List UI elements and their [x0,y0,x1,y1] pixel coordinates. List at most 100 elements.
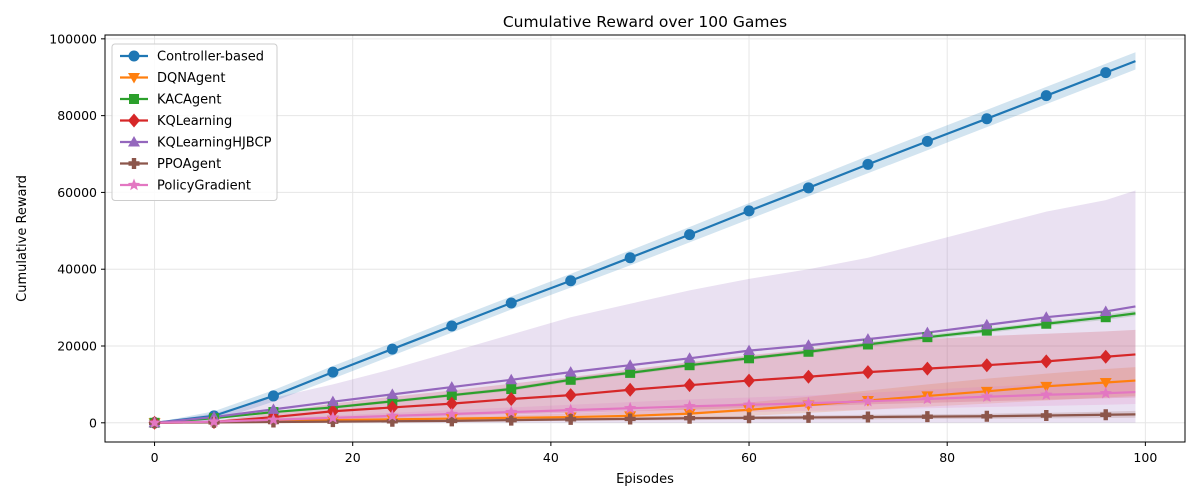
kqlearninghjbcp-marker [980,318,993,330]
kacagent-marker [446,390,457,401]
ppoagent-line [154,413,1136,424]
policygradient-marker [326,411,340,424]
kqlearninghjbcp-marker [921,326,934,338]
ppoagent-marker [1100,409,1112,421]
kqlearning-marker [683,378,696,393]
kacagent-line [154,312,1136,424]
kqlearninghjbcp-marker [267,403,280,414]
kqlearning-marker [980,358,993,373]
kqlearning-line [154,353,1136,424]
series-lines [154,60,1136,424]
controller-based-marker [446,320,458,332]
kacagent-marker [625,367,636,378]
policygradient-marker [921,392,934,405]
kqlearninghjbcp-marker [445,381,458,392]
legend-swatch-marker [129,94,139,104]
kqlearning-marker [743,373,756,388]
axis-ticks: 0 20 40 60 80 100 0 20000 40000 60000 80000 100000 [49,31,1157,465]
legend-label-policygradient: PolicyGradient [157,179,251,194]
legend-swatch-marker [128,73,140,84]
kacagent-marker [862,339,873,350]
kacagent-marker [922,332,933,343]
kqlearninghjbcp-marker [1099,305,1112,316]
policygradient-marker [861,394,875,407]
legend-label-controller-based: Controller-based [157,50,264,65]
dqnagent-line [154,379,1136,424]
policygradient-marker [623,401,637,414]
kqlearninghjbcp-band [154,190,1136,423]
controller-based-marker [743,205,755,217]
controller-based-marker [1100,67,1112,79]
legend-swatch-marker [128,158,140,169]
x-tick-label: 40 [543,450,559,465]
kqlearning-marker [861,365,874,380]
x-tick-label: 80 [939,450,955,465]
kacagent-marker [744,353,755,364]
kqlearning-marker [505,391,518,406]
ppoagent-marker [446,415,458,427]
controller-based-marker [624,252,636,264]
ppoagent-marker [327,416,339,428]
kqlearninghjbcp-marker [743,344,756,356]
ppoagent-marker [802,411,814,423]
controller-based-marker [862,158,874,170]
kqlearning-marker [802,369,815,384]
kqlearninghjbcp-marker [386,388,399,399]
ppoagent-marker [386,415,398,427]
policygradient-marker [148,416,161,429]
policygradient-marker [683,399,696,412]
controller-based-marker [981,113,993,125]
policygradient-marker [742,398,756,411]
kqlearning-marker [445,396,458,411]
kqlearning-marker [1099,349,1112,364]
x-tick-label: 20 [345,450,361,465]
kqlearning-marker [386,400,399,415]
kqlearning-marker [564,388,577,403]
controller-based-marker [327,366,339,378]
kqlearninghjbcp-marker [861,333,874,344]
ppoagent-marker [921,411,933,423]
ppoagent-marker [624,413,636,425]
policygradient-band [154,380,1136,423]
policygradient-marker [802,396,815,409]
controller-based-marker [505,297,517,309]
legend-box [111,43,278,201]
kacagent-marker [1041,318,1052,329]
controller-based-marker [565,275,577,287]
y-tick-label: 20000 [57,339,97,354]
policygradient-marker [267,413,280,425]
controller-based-marker [1040,90,1052,102]
kqlearning-marker [1040,354,1053,369]
legend-swatch-marker [128,113,140,128]
kqlearninghjbcp-marker [505,373,518,385]
ppoagent-marker [565,413,577,425]
series-markers [148,67,1112,430]
kqlearninghjbcp-marker [683,352,696,363]
legend-label-ppoagent: PPOAgent [157,157,221,172]
legend-swatch-marker [128,50,140,62]
dqnagent-marker [1099,377,1112,389]
controller-based-line [154,60,1136,424]
controller-based-marker [267,390,279,402]
policygradient-marker [564,403,577,416]
ppoagent-marker [505,414,517,426]
ppoagent-marker [862,411,874,423]
kacagent-marker [803,346,814,357]
ppoagent-marker [684,412,696,424]
y-tick-label: 100000 [49,31,97,46]
ppoagent-marker [1040,410,1052,422]
policygradient-marker [1040,388,1053,401]
kqlearning-marker [326,404,339,419]
policygradient-marker [386,409,399,422]
controller-based-marker [802,182,814,194]
kqlearninghjbcp-marker [564,366,577,377]
legend: Controller-based DQNAgent KACAgent KQLearni… [111,43,278,201]
kqlearninghjbcp-marker [1040,311,1053,322]
legend-label-kqlearninghjbcp: KQLearningHJBCP [157,136,272,151]
grid-layer [105,35,1185,442]
x-tick-label: 100 [1133,450,1157,465]
policygradient-marker [1099,386,1112,399]
y-tick-label: 60000 [57,185,97,200]
kacagent-marker [565,374,576,385]
